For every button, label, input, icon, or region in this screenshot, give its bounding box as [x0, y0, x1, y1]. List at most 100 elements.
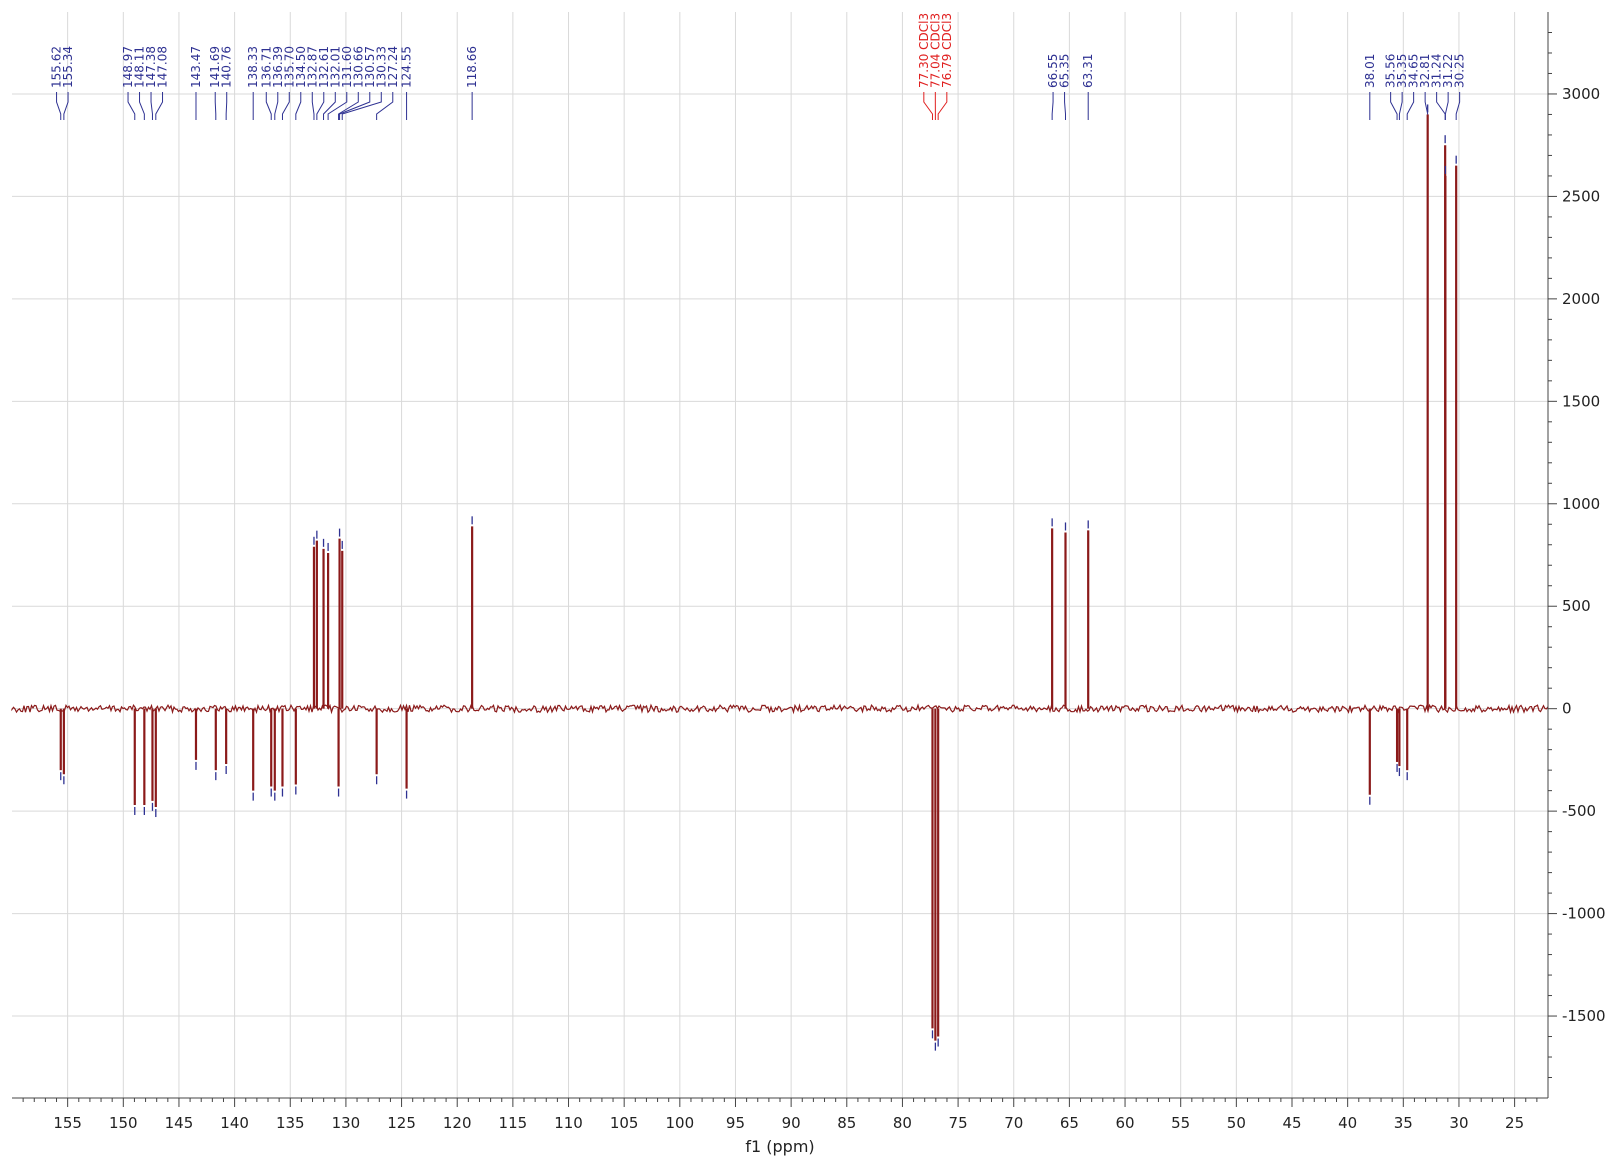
peak-label: 34.65	[1407, 54, 1421, 88]
peak-label-leader	[1051, 92, 1054, 120]
peak-label: 134.50	[294, 46, 308, 88]
x-tick-label: 45	[1282, 1114, 1301, 1132]
y-tick-label: 2500	[1562, 187, 1600, 205]
x-tick-label: 150	[109, 1114, 138, 1132]
peak-label-leader	[1064, 92, 1066, 120]
peak-label: 124.55	[400, 46, 414, 88]
peak-label: 35.56	[1384, 54, 1398, 88]
x-tick-label: 55	[1171, 1114, 1190, 1132]
peak-label: 155.34	[61, 46, 75, 88]
peak-label-leader	[214, 92, 217, 120]
peak-label-leader	[323, 92, 336, 120]
peak-label: 136.71	[259, 46, 273, 88]
baseline-noise	[11, 703, 1549, 715]
y-tick-label: 2000	[1562, 290, 1600, 308]
peak-label: 155.62	[50, 46, 64, 88]
peak-label-leader	[341, 92, 382, 120]
peak-label: 66.55	[1046, 54, 1060, 88]
x-tick-label: 120	[443, 1114, 472, 1132]
x-tick-label: 110	[554, 1114, 583, 1132]
peak-label: 148.11	[133, 46, 147, 88]
peak-label-leader	[316, 92, 325, 120]
y-tick-label: -1500	[1562, 1007, 1606, 1025]
peak-label: 143.47	[189, 46, 203, 88]
peak-label-leader	[295, 92, 302, 120]
x-tick-label: 35	[1394, 1114, 1413, 1132]
peak-label: 31.22	[1441, 54, 1455, 88]
x-tick-label: 100	[666, 1114, 695, 1132]
x-tick-label: 60	[1115, 1114, 1134, 1132]
peak-label-leader	[127, 92, 136, 120]
peak-label: 131.60	[340, 46, 354, 88]
peak-label: 132.87	[305, 46, 319, 88]
x-tick-label: 50	[1227, 1114, 1246, 1132]
peak-label-leader	[937, 92, 948, 120]
peak-label: 76.79 CDCl3	[940, 13, 954, 88]
peak-label: 147.08	[156, 46, 170, 88]
peak-label: 148.97	[121, 46, 135, 88]
x-tick-label: 125	[387, 1114, 416, 1132]
peak-label-leader	[1406, 92, 1415, 120]
peak-label-leader	[1390, 92, 1398, 120]
x-tick-label: 135	[276, 1114, 305, 1132]
peak-label-leader	[225, 92, 228, 120]
peak-label: 135.70	[282, 46, 296, 88]
peak-label: 130.66	[351, 46, 365, 88]
peak-label: 147.38	[144, 46, 158, 88]
y-tick-label: 500	[1562, 597, 1591, 615]
peak-label: 30.25	[1453, 54, 1467, 88]
peak-label-leader	[376, 92, 394, 120]
peak-label-leader	[338, 92, 359, 120]
x-tick-label: 105	[610, 1114, 639, 1132]
x-tick-label: 30	[1449, 1114, 1468, 1132]
grid	[12, 12, 1548, 1098]
peak-label-leader	[1455, 92, 1461, 120]
peak-label: 35.35	[1395, 54, 1409, 88]
peak-label-leader	[155, 92, 164, 120]
x-tick-label: 65	[1060, 1114, 1079, 1132]
peak-label: 127.24	[386, 46, 400, 88]
x-tick-label: 70	[1004, 1114, 1023, 1132]
peak-label: 138.33	[246, 46, 260, 88]
peak-label-leader	[311, 92, 315, 120]
peak-label-leader	[56, 92, 62, 120]
peak-label-leader	[923, 92, 933, 120]
peak-label-leader	[63, 92, 69, 120]
x-tick-label: 140	[220, 1114, 249, 1132]
peak-label: 132.01	[328, 46, 342, 88]
x-tick-label: 25	[1505, 1114, 1524, 1132]
peak-label: 77.04 CDCl3	[928, 13, 942, 88]
x-tick-label: 40	[1338, 1114, 1357, 1132]
peak-label: 130.57	[363, 46, 377, 88]
x-tick-label: 115	[499, 1114, 528, 1132]
peak-label: 77.30 CDCl3	[917, 13, 931, 88]
spectrum	[11, 104, 1549, 1051]
peak-label-leader	[265, 92, 272, 120]
peak-label-leader	[339, 92, 371, 120]
peak-label-leader	[327, 92, 348, 120]
x-axis-label: f1 (ppm)	[745, 1137, 814, 1156]
x-tick-label: 75	[949, 1114, 968, 1132]
y-tick-label: 0	[1562, 700, 1572, 718]
x-tick-label: 95	[726, 1114, 745, 1132]
x-tick-label: 155	[53, 1114, 82, 1132]
peak-label: 140.76	[220, 46, 234, 88]
x-tick-label: 145	[165, 1114, 194, 1132]
peak-label-leader	[1444, 92, 1449, 120]
peak-label-leader	[150, 92, 153, 120]
peak-label: 31.24	[1430, 54, 1444, 88]
y-tick-label: -1000	[1562, 905, 1606, 923]
peak-label: 136.39	[271, 46, 285, 88]
y-tick-label: 1000	[1562, 495, 1600, 513]
x-tick-label: 85	[837, 1114, 856, 1132]
y-tick-label: 1500	[1562, 392, 1600, 410]
peak-label: 63.31	[1081, 54, 1095, 88]
peak-label-leader	[1436, 92, 1446, 120]
peak-label-leader	[1398, 92, 1403, 120]
axes: 155 150 145 140 135 130 125 120 115 110 105 100 95 90…	[12, 12, 1606, 1132]
x-tick-label: 80	[893, 1114, 912, 1132]
y-tick-label: -500	[1562, 802, 1596, 820]
peak-label-leader	[274, 92, 279, 120]
peak-label: 38.01	[1363, 54, 1377, 88]
